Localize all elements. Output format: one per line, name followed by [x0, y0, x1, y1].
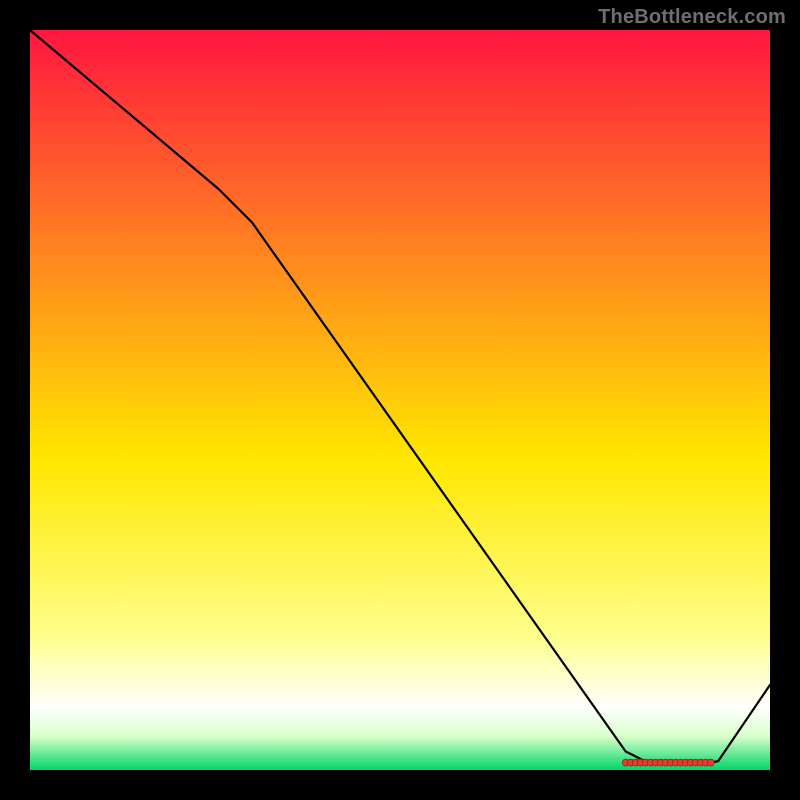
marker-cluster	[622, 759, 714, 766]
chart-container: { "watermark": { "text": "TheBottleneck.…	[0, 0, 800, 800]
marker-dot	[707, 759, 714, 766]
watermark-text: TheBottleneck.com	[598, 6, 786, 29]
chart-plot-area	[30, 30, 770, 770]
chart-svg	[30, 30, 770, 770]
chart-background	[30, 30, 770, 770]
